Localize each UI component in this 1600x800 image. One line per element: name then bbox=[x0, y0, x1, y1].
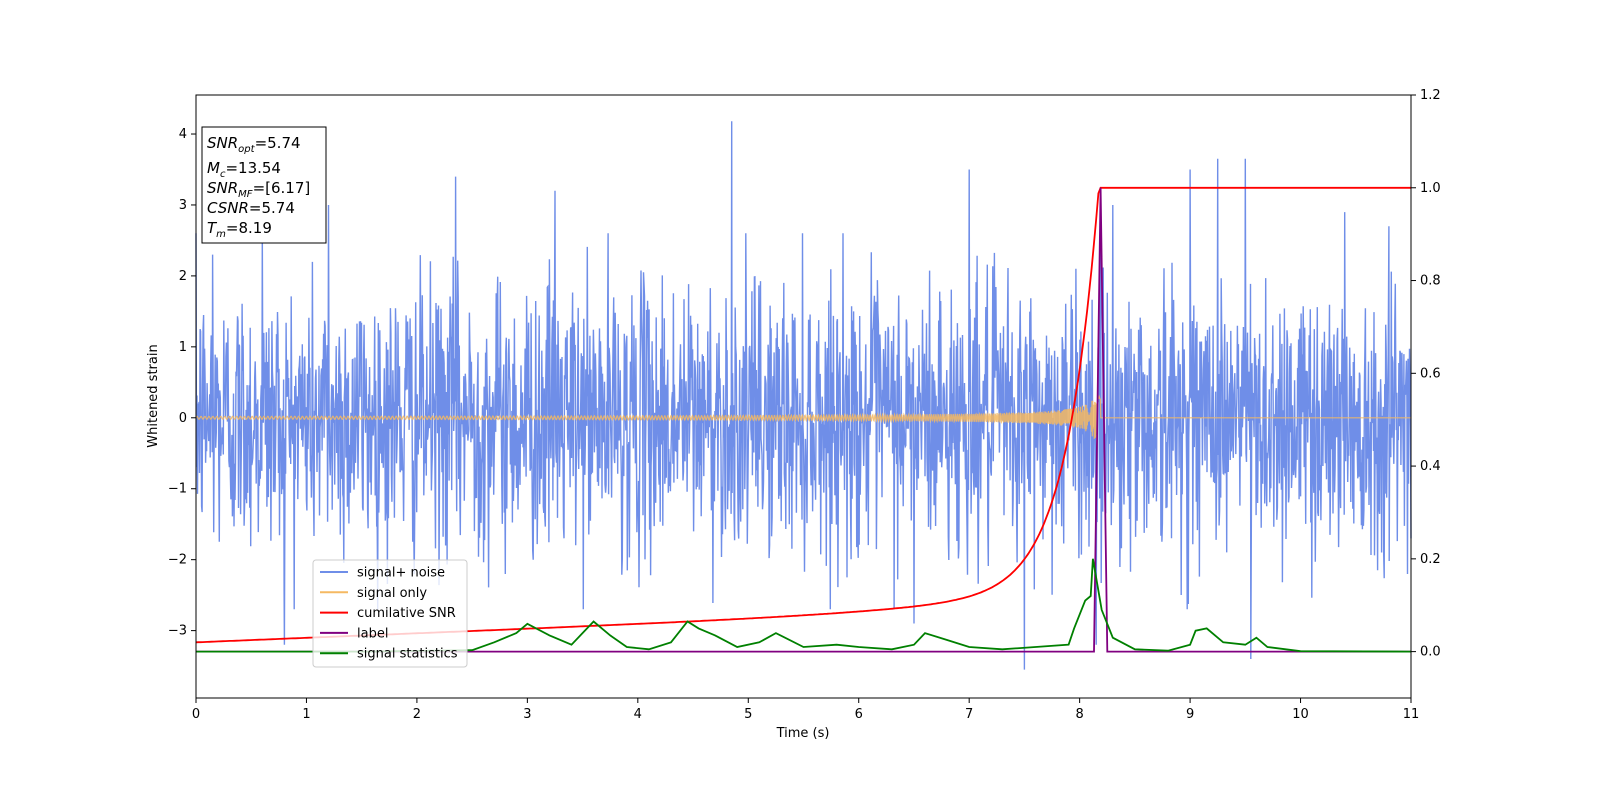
series-signal-noise bbox=[195, 121, 1412, 670]
legend-entry: signal statistics bbox=[357, 647, 458, 662]
plot-frame bbox=[195, 94, 1412, 699]
y-tick-label-right: 0.2 bbox=[1420, 552, 1441, 567]
legend-frame bbox=[312, 559, 468, 668]
y-tick-label-left: −1 bbox=[168, 482, 187, 497]
info-snr-opt: SNRopt=5.74 bbox=[207, 134, 301, 155]
x-tick-label: 7 bbox=[965, 707, 973, 722]
x-tick-label: 8 bbox=[1075, 707, 1083, 722]
y-tick-label-right: 0.4 bbox=[1420, 459, 1441, 474]
y-tick-label-right: 1.2 bbox=[1420, 88, 1441, 103]
x-tick-label: 3 bbox=[523, 707, 531, 722]
legend-entry: signal+ noise bbox=[357, 566, 445, 581]
x-tick-label: 0 bbox=[192, 707, 200, 722]
series-label bbox=[196, 187, 1411, 653]
info-box-frame bbox=[201, 126, 327, 244]
info-mc: Mc=13.54 bbox=[207, 159, 281, 180]
y-axis-label: Whitened strain bbox=[146, 344, 161, 447]
legend: signal+ noise signal only cumilative SNR la… bbox=[312, 559, 468, 668]
x-tick-label: 2 bbox=[413, 707, 421, 722]
info-tm: Tm=8.19 bbox=[207, 219, 272, 240]
x-tick-label: 6 bbox=[855, 707, 863, 722]
y-tick-label-right: 0.0 bbox=[1420, 645, 1441, 660]
info-snr-mf: SNRMF=[6.17] bbox=[207, 179, 310, 200]
info-csnr: CSNR=5.74 bbox=[207, 199, 295, 217]
y-tick-label-right: 0.6 bbox=[1420, 366, 1441, 381]
x-tick-label: 10 bbox=[1292, 707, 1309, 722]
series-signal-only bbox=[195, 394, 1411, 439]
legend-entry: signal only bbox=[357, 586, 427, 601]
y-tick-label-left: −3 bbox=[168, 624, 187, 639]
x-tick-label: 9 bbox=[1186, 707, 1194, 722]
x-tick-label: 11 bbox=[1403, 707, 1420, 722]
series-signal-statistics bbox=[196, 558, 1412, 653]
y-tick-label-left: 4 bbox=[179, 127, 187, 142]
legend-entry: label bbox=[357, 626, 388, 641]
y-tick-label-right: 0.8 bbox=[1420, 274, 1441, 289]
x-tick-label: 1 bbox=[302, 707, 310, 722]
y-tick-label-left: 1 bbox=[179, 340, 187, 355]
y-tick-label-right: 1.0 bbox=[1420, 181, 1441, 196]
x-tick-label: 5 bbox=[744, 707, 752, 722]
y-tick-label-left: 0 bbox=[179, 411, 187, 426]
y-tick-label-left: −2 bbox=[168, 553, 187, 568]
x-tick-label: 4 bbox=[634, 707, 642, 722]
y-tick-label-left: 2 bbox=[179, 269, 187, 284]
info-box: SNRopt=5.74 Mc=13.54 SNRMF=[6.17] CSNR=5… bbox=[201, 126, 327, 244]
y-tick-label-left: 3 bbox=[179, 198, 187, 213]
axes-layer: 0 1 2 3 4 5 6 7 8 9 10 11 −3 −2 −1 0 1 2 3 4 0.0 0.2 0.4 0.6 0.8… bbox=[168, 88, 1441, 722]
legend-entry: cumilative SNR bbox=[357, 606, 456, 621]
x-axis-label: Time (s) bbox=[776, 726, 830, 741]
